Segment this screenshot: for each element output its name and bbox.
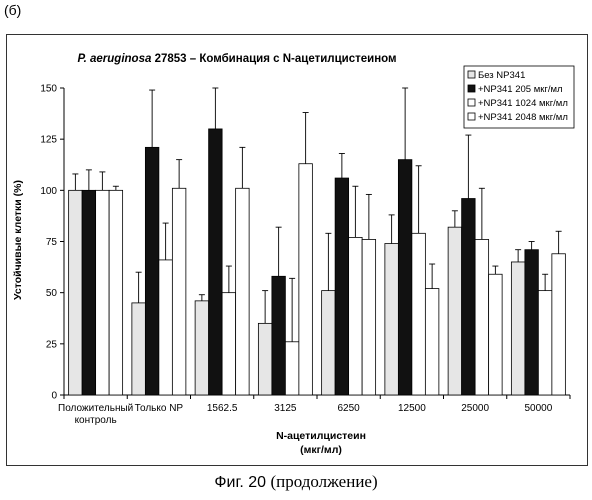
x-tick-label: 1562.5	[207, 403, 238, 414]
bar-chart: P. aeruginosa 27853 – Комбинация с N-аце…	[7, 35, 587, 465]
x-tick-label: Положительный	[58, 403, 133, 414]
x-tick-label: 6250	[338, 403, 361, 414]
bar-2	[398, 160, 412, 395]
bar-2	[82, 190, 96, 395]
x-axis-title-line1: N-ацетилцистеин	[276, 430, 366, 442]
x-tick-label: 25000	[461, 403, 489, 414]
bar-2	[209, 129, 223, 395]
y-tick-label: 50	[46, 288, 58, 299]
bar-1	[258, 323, 272, 395]
bar-4	[489, 274, 503, 395]
bar-1	[385, 244, 399, 395]
panel-label: (б)	[4, 2, 21, 18]
bar-3	[538, 291, 552, 395]
bar-2	[462, 199, 476, 395]
legend-entry: +NP341 2048 мкг/мл	[478, 112, 568, 123]
bar-4	[299, 164, 313, 395]
x-tick-label: Только NP	[135, 403, 184, 414]
bar-3	[285, 342, 299, 395]
x-tick-label: 12500	[398, 403, 426, 414]
y-tick-label: 100	[40, 186, 57, 197]
bar-2	[525, 250, 539, 395]
bar-4	[362, 239, 376, 395]
plot-area: 0 25 50 75 100 125 150 Положительныйконтроль Тол…	[40, 84, 570, 427]
caption-continued: (продолжение)	[270, 472, 377, 491]
figure-frame: P. aeruginosa 27853 – Комбинация с N-аце…	[6, 34, 588, 466]
bar-4	[172, 188, 186, 395]
bar-3	[349, 237, 363, 395]
legend: Без NP341 +NP341 205 мкг/мл +NP341 1024 мк…	[464, 66, 574, 128]
y-tick-label: 125	[40, 135, 57, 146]
figure-caption: Фиг. 20 (продолжение)	[0, 472, 592, 492]
y-tick-label: 0	[51, 391, 57, 402]
caption-figure-number: Фиг. 20	[214, 474, 266, 491]
bar-1	[511, 262, 525, 395]
bar-1	[195, 301, 209, 395]
legend-entry: Без NP341	[478, 70, 525, 81]
bar-2	[272, 276, 286, 395]
legend-entry: +NP341 1024 мкг/мл	[478, 98, 568, 109]
bar-3	[412, 233, 426, 395]
bar-2	[145, 147, 159, 395]
bar-3	[475, 239, 489, 395]
x-tick-label: 3125	[274, 403, 297, 414]
y-tick-label: 75	[46, 237, 58, 248]
legend-swatch	[468, 113, 475, 120]
chart-title-italic: P. aeruginosa	[77, 53, 152, 65]
legend-swatch	[468, 85, 475, 92]
chart-title-rest: 27853 – Комбинация с N-ацетилцистеином	[151, 53, 396, 65]
bar-1	[132, 303, 146, 395]
y-tick-label: 150	[40, 84, 57, 95]
bar-3	[222, 293, 236, 395]
y-axis-title: Устойчивые клетки (%)	[12, 180, 24, 300]
bar-1	[322, 291, 336, 395]
legend-swatch	[468, 71, 475, 78]
legend-swatch	[468, 99, 475, 106]
legend-entry: +NP341 205 мкг/мл	[478, 84, 563, 95]
x-tick-label: контроль	[75, 415, 117, 426]
bar-4	[425, 289, 439, 395]
bar-1	[69, 190, 83, 395]
bar-4	[109, 190, 123, 395]
y-tick-label: 25	[46, 339, 58, 350]
bar-3	[96, 190, 110, 395]
chart-title: P. aeruginosa 27853 – Комбинация с N-аце…	[77, 53, 396, 65]
x-axis-title-line2: (мкг/мл)	[300, 444, 342, 456]
bar-2	[335, 178, 349, 395]
bar-4	[236, 188, 250, 395]
bar-4	[552, 254, 566, 395]
x-tick-label: 50000	[524, 403, 552, 414]
bar-3	[159, 260, 173, 395]
bar-1	[448, 227, 462, 395]
